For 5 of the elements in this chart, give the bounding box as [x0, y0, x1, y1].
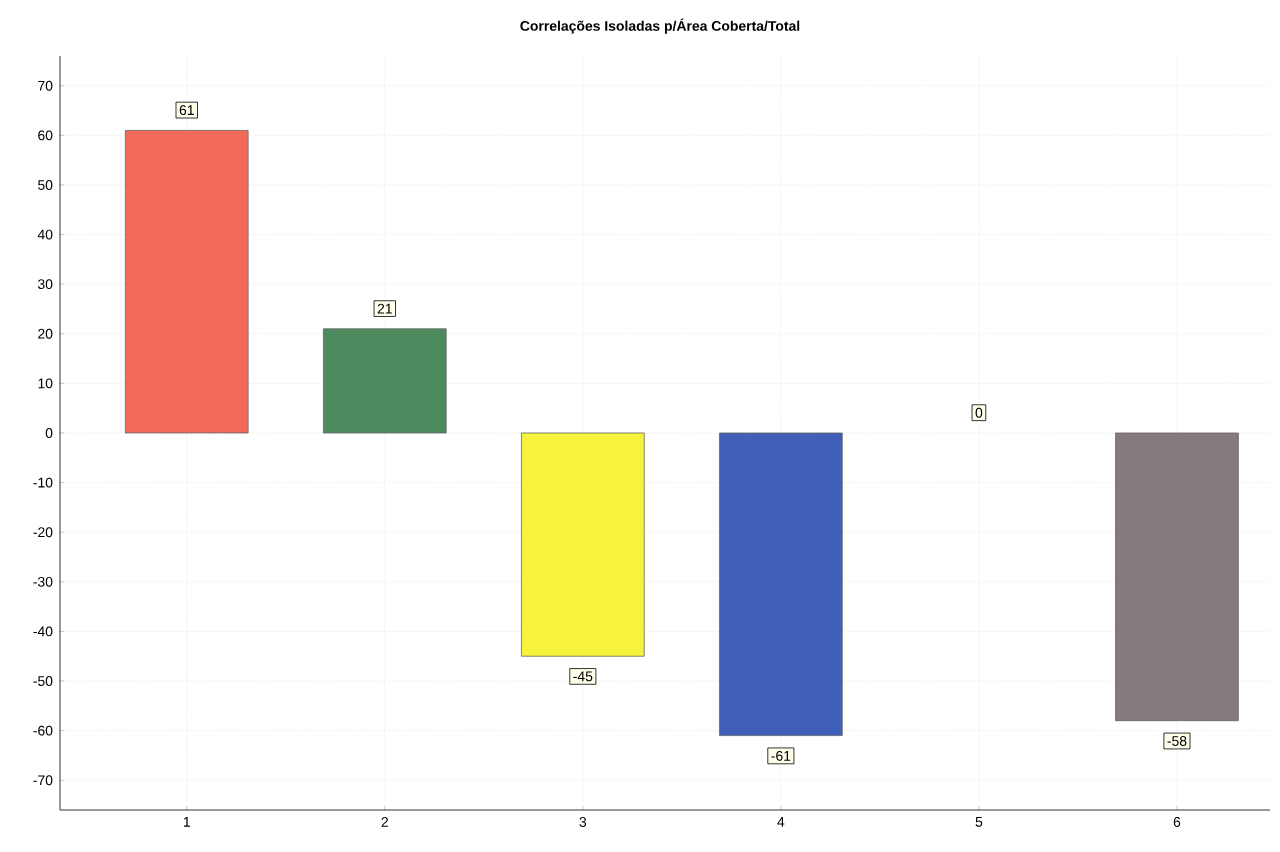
bar [1115, 432, 1239, 722]
bar [719, 432, 843, 736]
bar [323, 328, 447, 434]
bar [124, 129, 249, 434]
bar [521, 432, 645, 657]
